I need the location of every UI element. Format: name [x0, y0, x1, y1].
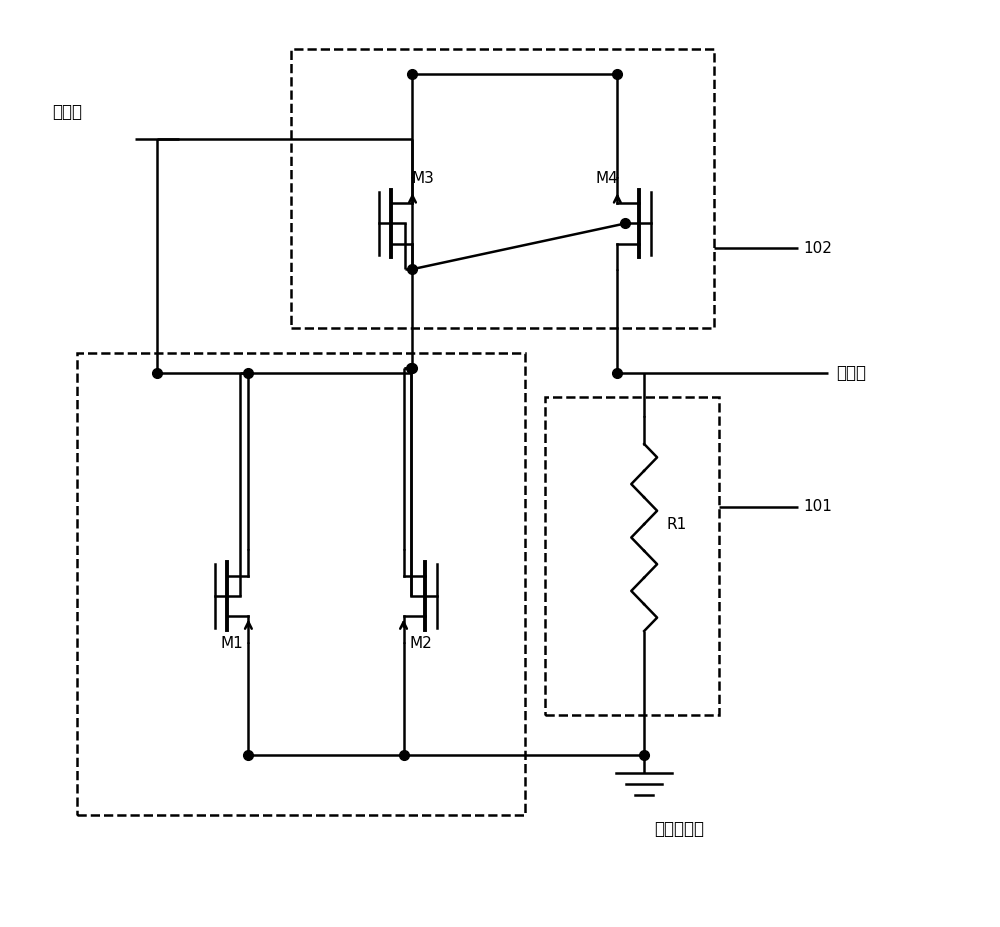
- Text: M2: M2: [409, 636, 432, 651]
- Bar: [77, 352, 525, 815]
- Text: M3: M3: [412, 171, 435, 185]
- Text: 输出端: 输出端: [836, 363, 866, 382]
- Text: M1: M1: [220, 636, 243, 651]
- Text: 输入端: 输入端: [53, 103, 82, 121]
- Text: 第一电压端: 第一电压端: [654, 819, 704, 838]
- Bar: [545, 398, 719, 716]
- Text: M4: M4: [595, 171, 618, 185]
- Text: 101: 101: [803, 500, 832, 514]
- Text: 102: 102: [803, 241, 832, 256]
- Bar: [291, 49, 714, 328]
- Text: R1: R1: [666, 516, 686, 531]
